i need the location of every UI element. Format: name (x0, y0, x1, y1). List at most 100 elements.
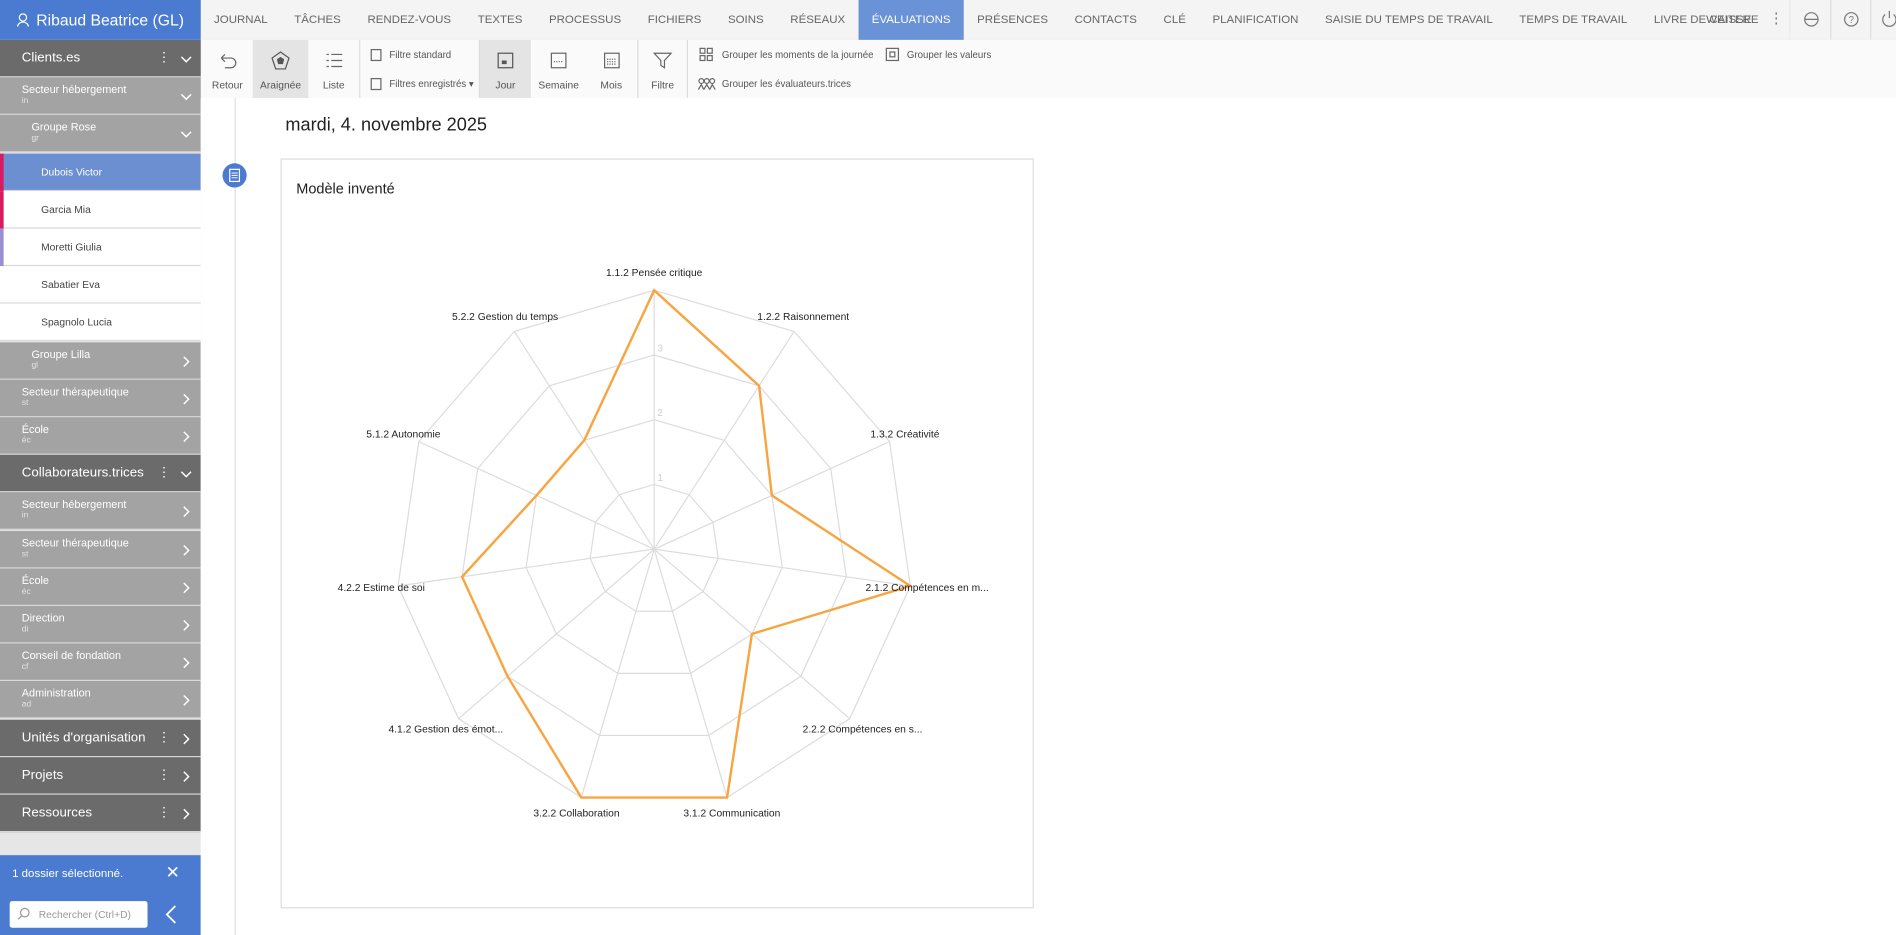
tree-label: Groupe Rose (31, 121, 97, 134)
tree-row[interactable]: Direction di (0, 606, 201, 644)
more-menu[interactable]: ⋮ (1769, 9, 1784, 27)
standard-filter[interactable]: Filtre standard (389, 49, 452, 61)
group-values[interactable]: Grouper les valeurs (906, 49, 992, 61)
tree-code: in (21, 96, 29, 106)
tree-label: Secteur thérapeutique (21, 536, 129, 549)
row-menu[interactable]: ⋮ (157, 50, 171, 66)
tree-code: in (21, 512, 29, 521)
tree-row[interactable]: Groupe Rose gr (0, 115, 201, 153)
row-menu[interactable]: ⋮ (157, 465, 171, 481)
tree-row[interactable]: Ressources ⋮ (0, 794, 201, 833)
tree-row[interactable]: Conseil de fondation cf (0, 643, 201, 682)
nav-tab[interactable]: TÂCHES (294, 13, 341, 27)
tree-code: ad (21, 700, 32, 710)
top-bar: Ribaud Beatrice (GL) JOURNAL TÂCHES RENDEZ… (0, 0, 1896, 42)
week-button[interactable]: Semaine (532, 40, 585, 98)
spider-view-button[interactable]: Araignée (252, 39, 309, 98)
day-button[interactable]: Jour (480, 39, 531, 98)
nav-tab[interactable]: PROCESSUS (548, 13, 622, 27)
axis-label: 1.2.2 Raisonnement (757, 312, 849, 323)
chevron (180, 131, 192, 139)
chevron (183, 582, 190, 593)
back-button[interactable]: Retour (206, 40, 250, 98)
tree-row[interactable]: Moretti Giulia (0, 228, 201, 267)
axis-label: 5.2.2 Gestion du temps (452, 312, 558, 323)
tree-label: Unités d'organisation (21, 730, 146, 745)
nav-tab[interactable]: RENDEZ-VOUS (367, 13, 452, 27)
chevron-path (183, 657, 190, 669)
nav-tab[interactable]: SAISIE DU TEMPS DE TRAVAIL (1325, 13, 1493, 27)
chevron (183, 695, 190, 707)
saved-filters[interactable]: Filtres enregistrés ▾ (389, 78, 474, 90)
chevron-path (183, 620, 190, 631)
tree-row[interactable]: Groupe Lilla gl (0, 341, 201, 380)
nav-more[interactable]: WEITERE (1706, 13, 1759, 27)
tree-row[interactable]: Clients.es ⋮ (0, 39, 201, 78)
list-view-button[interactable]: Liste (308, 40, 359, 98)
user-name: Ribaud Beatrice (GL) (36, 10, 184, 30)
chevron-path (183, 355, 190, 367)
row-menu[interactable]: ⋮ (157, 730, 171, 745)
nav-tab[interactable]: PLANIFICATION (1212, 13, 1299, 27)
nav-tab[interactable]: CLÉ (1163, 13, 1186, 27)
nav-tab[interactable]: PRÉSENCES (977, 13, 1048, 27)
nav-tab[interactable]: TEXTES (477, 13, 523, 27)
chevron (183, 431, 190, 443)
tree-row[interactable]: Dubois Victor (0, 153, 201, 191)
row-menu[interactable]: ⋮ (157, 767, 171, 783)
chevron (180, 471, 192, 478)
chevron-path (180, 56, 192, 63)
tree-row[interactable]: Unités d'organisation ⋮ (0, 719, 201, 757)
radar-chart: 1 2 3 1.1.2 Pensée critique 1.2.2 Raisonneme… (338, 268, 989, 819)
tree-row[interactable]: Secteur thérapeutique st (0, 530, 201, 569)
tree-row[interactable]: École éc (0, 568, 201, 606)
chevron-path (180, 94, 192, 101)
nav-tab[interactable]: CONTACTS (1074, 13, 1137, 27)
grid-ring (461, 354, 847, 737)
tree-label: Clients.es (21, 50, 81, 66)
chevron-path (183, 393, 190, 405)
help-icon[interactable] (1844, 12, 1859, 27)
tree-row[interactable]: Secteur thérapeutique st (0, 379, 201, 418)
tree-row[interactable]: Sabatier Eva (0, 266, 201, 304)
tree-code: gl (31, 361, 39, 370)
svg-text:?: ? (1849, 15, 1855, 26)
nav-tab[interactable]: RÉSEAUX (790, 13, 846, 27)
collapse-sidebar[interactable] (162, 904, 179, 926)
chevron-path (180, 471, 192, 478)
tree-label: Dubois Victor (41, 165, 103, 178)
nav-tab[interactable]: FICHIERS (647, 13, 702, 27)
nav-tab[interactable]: ÉVALUATIONS (858, 0, 964, 40)
clear-selection[interactable]: ✕ (165, 862, 180, 882)
user-button[interactable]: Ribaud Beatrice (GL) (0, 0, 201, 40)
group-evaluators[interactable]: Grouper les évaluateurs.trices (721, 78, 851, 90)
group-moments[interactable]: Grouper les moments de la journée (721, 49, 874, 61)
tree-row[interactable]: Spagnolo Lucia (0, 304, 201, 342)
tree-row[interactable]: Collaborateurs.trices ⋮ (0, 455, 201, 493)
nav-tab[interactable]: TEMPS DE TRAVAIL (1519, 13, 1628, 27)
r-tick-label: 1 (658, 473, 663, 484)
tree-row[interactable]: École éc (0, 417, 201, 455)
month-button[interactable]: Mois (585, 40, 637, 98)
tree-code: st (21, 398, 29, 408)
row-menu[interactable]: ⋮ (157, 805, 171, 821)
grid-ring (589, 483, 719, 612)
tree-row[interactable]: Projets ⋮ (0, 756, 201, 795)
axis-label: 2.1.2 Compétences en m... (865, 583, 988, 594)
axis-label: 1.1.2 Pensée critique (606, 268, 703, 279)
nav-tab[interactable]: JOURNAL (214, 13, 268, 27)
tree-row[interactable]: Garcia Mia (0, 190, 201, 229)
filter-button[interactable]: Filtre (638, 40, 686, 98)
tree-row[interactable]: Secteur hébergement in (0, 77, 201, 116)
radar-area (460, 288, 914, 799)
search-box[interactable]: Rechercher (Ctrl+D) (9, 901, 148, 928)
nav-tab[interactable]: SOINS (727, 13, 764, 27)
nav-tab[interactable]: LIVRE DE CAISSE (1653, 13, 1752, 27)
chevron-path (183, 808, 190, 820)
top-icons: ? (1789, 0, 1896, 40)
tree-code: di (21, 625, 29, 634)
tree-row[interactable]: Secteur hébergement in (0, 492, 201, 531)
tree-label: Projets (21, 767, 64, 783)
tree-row[interactable]: Administration ad (0, 681, 201, 719)
status-bar (0, 153, 4, 191)
